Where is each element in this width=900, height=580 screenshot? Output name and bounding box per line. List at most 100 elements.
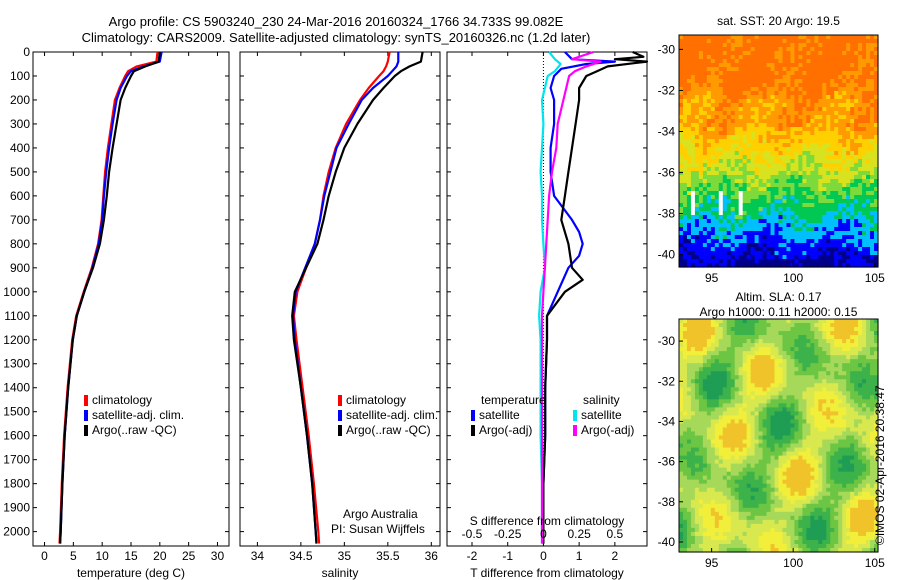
heatmap-cell (706, 195, 712, 200)
heatmap-cell (774, 79, 780, 84)
heatmap-cell (814, 323, 819, 328)
heatmap-cell (822, 147, 827, 152)
heatmap-cell (858, 403, 863, 408)
heatmap-cell (702, 211, 708, 216)
heatmap-cell (834, 347, 839, 352)
heatmap-cell (850, 227, 855, 232)
heatmap-cell (782, 451, 788, 457)
heatmap-cell (870, 167, 875, 172)
heatmap-cell (694, 59, 700, 64)
heatmap-cell (834, 219, 839, 224)
heatmap-cell (738, 439, 744, 445)
heatmap-cell (806, 59, 811, 64)
heatmap-cell (702, 139, 708, 144)
heatmap-cell (690, 79, 696, 84)
heatmap-cell (750, 339, 756, 344)
heatmap-cell (834, 227, 839, 232)
heatmap-cell (694, 211, 700, 216)
heatmap-cell (830, 143, 835, 148)
heatmap-cell (710, 331, 716, 336)
heatmap-cell (786, 319, 792, 324)
heatmap-cell (754, 175, 760, 180)
heatmap-cell (786, 363, 792, 368)
heatmap-cell (710, 55, 716, 60)
heatmap-cell (802, 63, 807, 68)
heatmap-cell (870, 83, 875, 88)
heatmap-cell (850, 323, 855, 328)
heatmap-cell (746, 91, 752, 96)
heatmap-cell (679, 203, 684, 208)
heatmap-cell (778, 415, 784, 421)
heatmap-cell (866, 351, 871, 356)
heatmap-cell (750, 319, 756, 324)
heatmap-cell (679, 443, 684, 449)
heatmap-cell (822, 199, 827, 204)
heatmap-cell (822, 403, 827, 408)
heatmap-cell (850, 75, 855, 80)
legend-swatch (84, 395, 88, 406)
heatmap-cell (842, 431, 847, 437)
heatmap-cell (862, 107, 867, 112)
heatmap-cell (842, 47, 847, 52)
heatmap-cell (686, 147, 692, 152)
heatmap-cell (746, 139, 752, 144)
heatmap-cell (822, 187, 827, 192)
heatmap-cell (822, 223, 827, 228)
heatmap-cell (734, 343, 740, 348)
heatmap-cell (802, 211, 807, 216)
heatmap-cell (750, 211, 756, 216)
heatmap-cell (770, 359, 776, 364)
heatmap-cell (778, 207, 784, 212)
heatmap-cell (782, 51, 788, 56)
heatmap-cell (802, 395, 807, 400)
heatmap-cell (838, 323, 843, 328)
heatmap-cell (834, 359, 839, 364)
heatmap-cell (718, 383, 724, 388)
heatmap-cell (722, 211, 728, 216)
heatmap-cell (794, 115, 799, 120)
heatmap-cell (679, 387, 684, 392)
heatmap-cell (682, 223, 688, 228)
heatmap-cell (770, 227, 776, 232)
heatmap-cell (702, 367, 708, 372)
heatmap-cell (702, 443, 708, 449)
heatmap-cell (734, 123, 740, 128)
heatmap-cell (830, 195, 835, 200)
heatmap-cell (798, 443, 803, 449)
heatmap-cell (806, 51, 811, 56)
heatmap-cell (866, 171, 871, 176)
heatmap-cell (874, 259, 879, 264)
series-line-2 (537, 51, 562, 544)
heatmap-cell (698, 203, 704, 208)
heatmap-cell (730, 35, 736, 40)
heatmap-cell (774, 431, 780, 437)
heatmap-cell (862, 251, 867, 256)
heatmap-cell (826, 119, 831, 124)
heatmap-cell (850, 191, 855, 196)
heatmap-cell (790, 47, 796, 52)
heatmap-cell (814, 171, 819, 176)
heatmap-cell (714, 255, 720, 260)
heatmap-cell (694, 231, 700, 236)
heatmap-cell (818, 111, 823, 116)
heatmap-cell (810, 91, 815, 96)
heatmap-cell (830, 95, 835, 100)
heatmap-cell (854, 363, 859, 368)
heatmap-cell (774, 87, 780, 92)
heatmap-cell (774, 35, 780, 40)
heatmap-cell (710, 199, 716, 204)
heatmap-cell (778, 99, 784, 104)
heatmap-cell (798, 351, 803, 356)
heatmap-cell (874, 139, 879, 144)
heatmap-cell (726, 123, 732, 128)
heatmap-cell (702, 171, 708, 176)
heatmap-cell (734, 63, 740, 68)
heatmap-cell (830, 63, 835, 68)
heatmap-cell (679, 39, 684, 44)
heatmap-cell (702, 407, 708, 412)
heatmap-cell (690, 391, 696, 396)
heatmap-cell (862, 175, 867, 180)
heatmap-cell (794, 199, 799, 204)
heatmap-cell (854, 143, 859, 148)
heatmap-cell (858, 459, 863, 465)
